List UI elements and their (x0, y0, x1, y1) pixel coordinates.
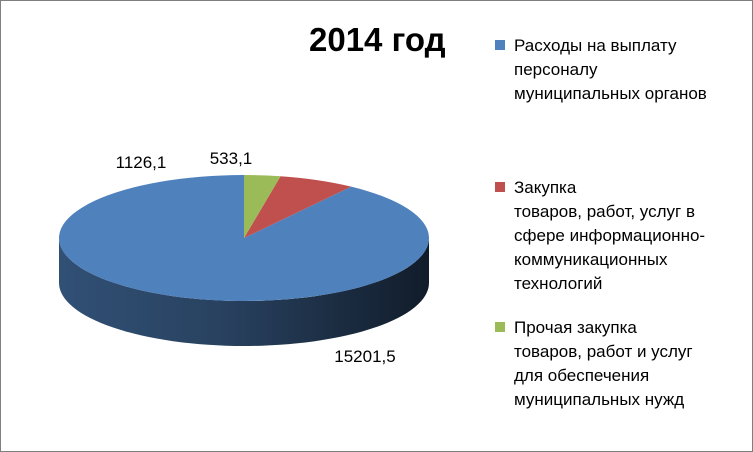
legend-label-line: Прочая закупка (514, 318, 637, 337)
legend-label-line: технологий (514, 274, 603, 293)
legend-label-2: Закупка товаров, работ, услуг в сфере инфо… (514, 176, 750, 296)
legend-label-line: Закупка (514, 178, 577, 197)
legend-label-line: муниципальных органов (514, 84, 707, 103)
legend-label-line: для обеспечения (514, 366, 650, 385)
legend-label-line: Расходы на выплату (514, 36, 677, 55)
data-label-3: 533,1 (210, 149, 253, 168)
pie-slice-1 (59, 175, 430, 301)
legend-label-line: товаров, работ и услуг (514, 342, 693, 361)
pie-slice-2 (244, 176, 352, 238)
data-label-2: 1126,1 (116, 153, 167, 172)
legend-swatch-1 (495, 40, 505, 50)
legend-label-line: сфере информационно- (514, 226, 706, 245)
legend-label-1: Расходы на выплату персоналу муниципальных… (514, 34, 750, 106)
pie-slice-side-1 (59, 238, 429, 346)
legend-swatch-2 (495, 182, 505, 192)
data-label-1: 15201,5 (334, 347, 395, 366)
legend-label-line: персоналу (514, 60, 598, 79)
legend-label-line: коммуникационных (514, 250, 668, 269)
legend-swatch-3 (495, 322, 505, 332)
legend-label-line: товаров, работ, услуг в (514, 202, 695, 221)
chart-title: 2014 год (309, 21, 446, 58)
legend-label-line: муниципальных нужд (514, 390, 685, 409)
pie-slice-3 (244, 175, 281, 238)
legend-label-3: Прочая закупка товаров, работ и услуг для … (514, 316, 750, 412)
